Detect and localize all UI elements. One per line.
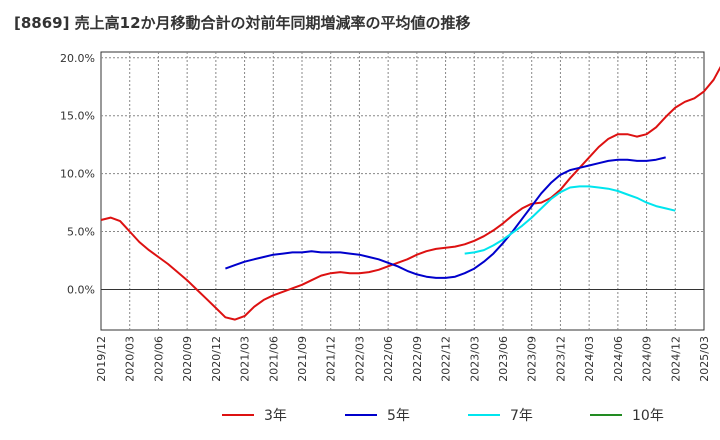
- x-tick-label: 2022/12: [440, 336, 453, 382]
- chart-title: [8869] 売上高12か月移動合計の対前年同期増減率の平均値の推移: [14, 14, 471, 32]
- y-tick-label: 0.0%: [67, 283, 95, 296]
- x-tick-label: 2020/03: [124, 336, 137, 382]
- legend-label: 5年: [387, 408, 410, 424]
- x-tick-label: 2021/12: [325, 336, 338, 382]
- plot-area: [100, 51, 705, 331]
- x-tick-label: 2021/03: [239, 336, 252, 382]
- series-line-1: [100, 65, 720, 321]
- axis-ticks: 2019/12 2020/03 2020/06 2020/09 2020/12 2021/…: [60, 52, 711, 382]
- x-tick-label: 2024/12: [669, 336, 682, 382]
- y-tick-label: 15.0%: [60, 110, 95, 123]
- legend-label: 10年: [632, 408, 664, 424]
- x-tick-label: 2022/09: [411, 336, 424, 382]
- x-tick-label: 2025/03: [698, 336, 711, 382]
- x-tick-label: 2020/12: [210, 336, 223, 382]
- series-line-3: [464, 185, 676, 255]
- x-tick-label: 2019/12: [95, 336, 108, 382]
- x-tick-label: 2021/06: [267, 336, 280, 382]
- x-tick-label: 2024/06: [612, 336, 625, 382]
- legend: 3年 5年 7年 10年: [222, 408, 664, 424]
- x-tick-label: 2022/03: [353, 336, 366, 382]
- x-tick-label: 2022/06: [382, 336, 395, 382]
- x-tick-label: 2023/03: [468, 336, 481, 382]
- series-line-2: [225, 156, 666, 279]
- x-tick-label: 2021/09: [296, 336, 309, 382]
- x-tick-label: 2023/09: [526, 336, 539, 382]
- x-tick-label: 2024/09: [641, 336, 654, 382]
- series-lines: [100, 65, 720, 321]
- legend-label: 3年: [264, 408, 287, 424]
- x-tick-label: 2020/06: [152, 336, 165, 382]
- y-tick-label: 5.0%: [67, 226, 95, 239]
- grid-lines: [101, 52, 704, 330]
- legend-label: 7年: [510, 408, 533, 424]
- x-tick-label: 2023/12: [554, 336, 567, 382]
- x-tick-label: 2024/03: [583, 336, 596, 382]
- y-tick-label: 20.0%: [60, 52, 95, 65]
- x-tick-label: 2020/09: [181, 336, 194, 382]
- y-tick-label: 10.0%: [60, 168, 95, 181]
- x-tick-label: 2023/06: [497, 336, 510, 382]
